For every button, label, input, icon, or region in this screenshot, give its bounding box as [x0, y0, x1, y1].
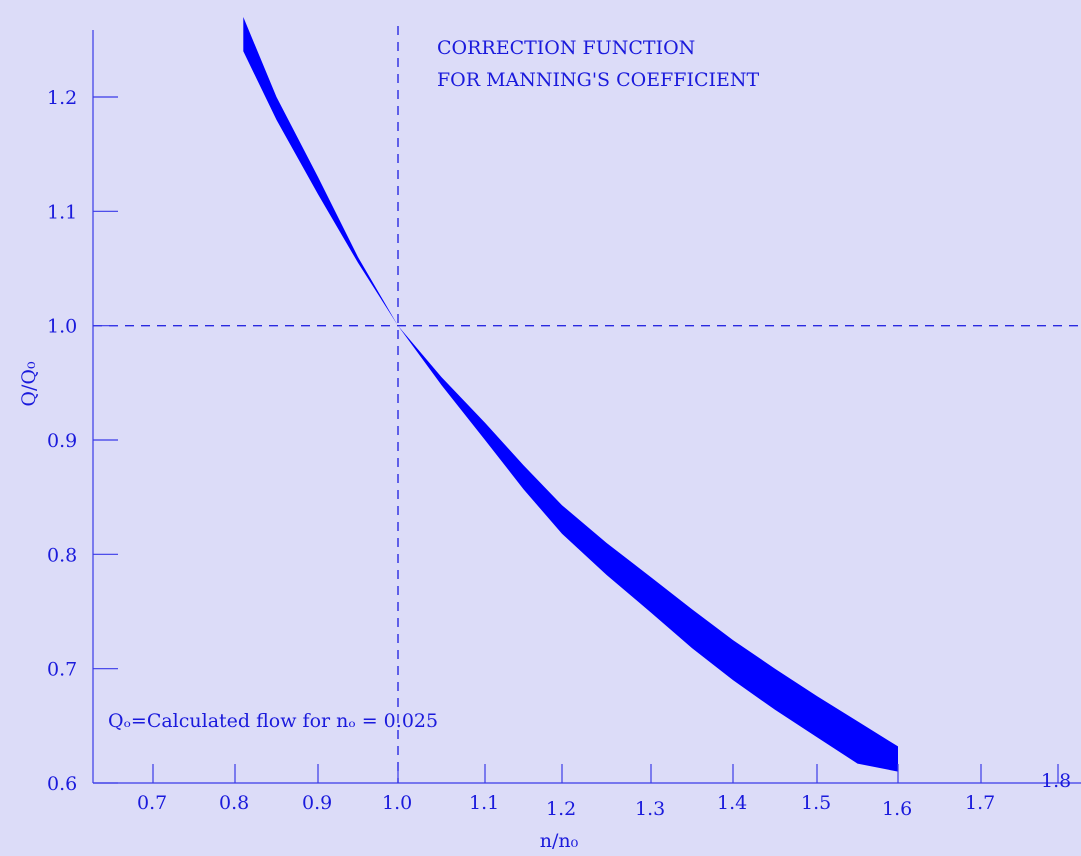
- y-tick-label: 0.6: [47, 773, 77, 795]
- x-tick-label: 1.6: [882, 798, 912, 820]
- correction-band: [243, 17, 899, 772]
- x-tick-label: 1.4: [717, 792, 747, 814]
- x-tick-label: 1.2: [546, 798, 576, 820]
- x-ticks: 0.7 0.8 0.9 1.0 1.1 1.2 1.3 1.4 1.5 1.6 1.7 1.8: [137, 764, 1071, 820]
- y-tick-label: 1.2: [47, 87, 77, 109]
- y-tick-label: 1.1: [47, 201, 77, 223]
- x-tick-label: 0.7: [137, 792, 167, 814]
- y-ticks: 0.6 0.7 0.8 0.9 1.0 1.1 1.2: [47, 87, 118, 795]
- x-tick-label: 0.9: [302, 792, 332, 814]
- x-tick-label: 1.5: [801, 792, 831, 814]
- y-tick-label: 1.0: [47, 316, 77, 338]
- x-axis-label: n/n₀: [540, 830, 579, 852]
- x-tick-label: 1.3: [635, 798, 665, 820]
- reference-lines: [93, 26, 1081, 783]
- x-tick-label: 1.0: [382, 792, 412, 814]
- annotation-text: Qₒ=Calculated flow for nₒ = 0.025: [108, 710, 438, 732]
- y-tick-label: 0.7: [47, 659, 77, 681]
- y-tick-label: 0.8: [47, 544, 77, 566]
- y-axis-label: Q/Q₀: [18, 361, 40, 407]
- axes: [92, 30, 1081, 784]
- x-tick-label: 1.8: [1041, 770, 1071, 792]
- x-tick-label: 1.1: [469, 792, 499, 814]
- x-tick-label: 1.7: [965, 792, 995, 814]
- chart-subtitle: FOR MANNING'S COEFFICIENT: [437, 69, 760, 91]
- chart-title: CORRECTION FUNCTION: [437, 37, 695, 59]
- y-tick-label: 0.9: [47, 430, 77, 452]
- x-tick-label: 0.8: [219, 792, 249, 814]
